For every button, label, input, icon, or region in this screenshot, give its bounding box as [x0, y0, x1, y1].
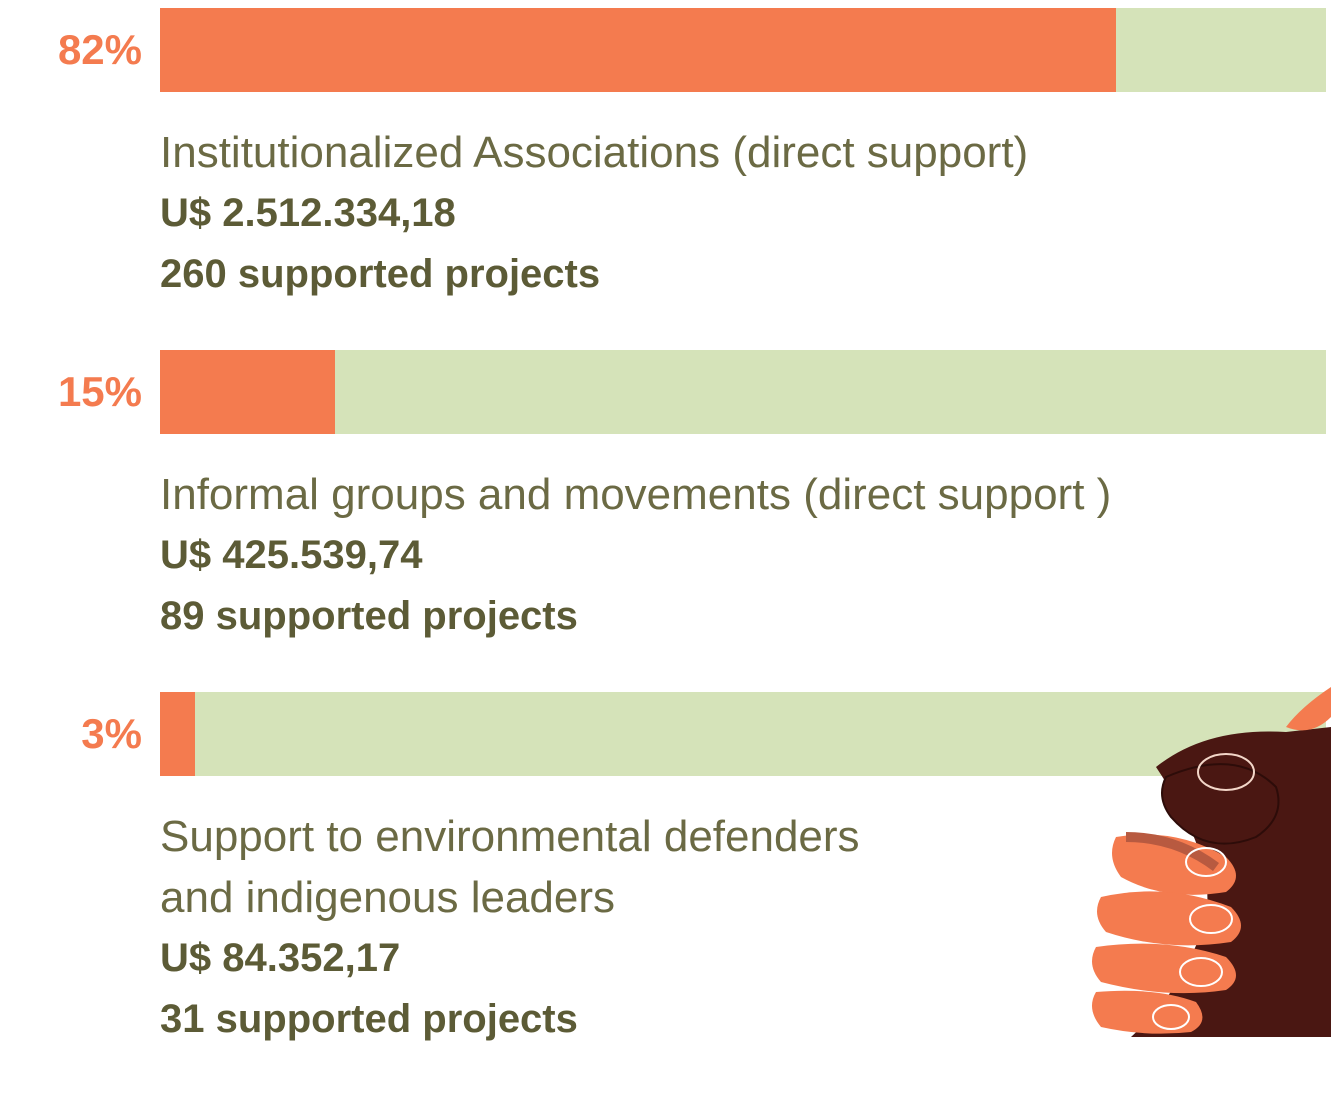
amount-label: U$ 84.352,17 [160, 936, 401, 980]
amount-label: U$ 2.512.334,18 [160, 191, 456, 235]
projects-label: 31 supported projects [160, 997, 578, 1041]
bar-item: 15% Informal groups and movements (direct… [0, 350, 1331, 647]
bar-item: 82% Institutionalized Associations (direc… [0, 8, 1331, 305]
bar [160, 8, 1117, 92]
bar-list: 82% Institutionalized Associations (direc… [0, 8, 1331, 1095]
page: 82% Institutionalized Associations (direc… [57, 8, 1331, 1041]
bar-track [160, 8, 1326, 92]
value-label: 82% [57, 26, 142, 73]
bar-track [160, 350, 1326, 434]
projects-label: 260 supported projects [160, 252, 601, 296]
category-label: Support to environmental defenders and i… [160, 812, 860, 922]
bar-text: Support to environmental defenders and i… [160, 692, 1331, 1050]
value-label: 3% [81, 710, 142, 757]
hand-illustration [1092, 687, 1331, 1037]
bar-item: 3% Support to environmental defenders and… [0, 692, 1331, 1050]
bar-track [160, 692, 1326, 776]
category-label: Informal groups and movements (direct su… [160, 470, 1112, 519]
amount-label: U$ 425.539,74 [160, 533, 423, 577]
bar-text: Informal groups and movements (direct su… [160, 350, 1331, 647]
bar [160, 350, 335, 434]
bar-text: Institutionalized Associations (direct s… [160, 8, 1331, 305]
value-label: 15% [57, 368, 142, 415]
bar [160, 692, 195, 776]
category-label: Institutionalized Associations (direct s… [160, 128, 1029, 177]
projects-label: 89 supported projects [160, 594, 578, 638]
